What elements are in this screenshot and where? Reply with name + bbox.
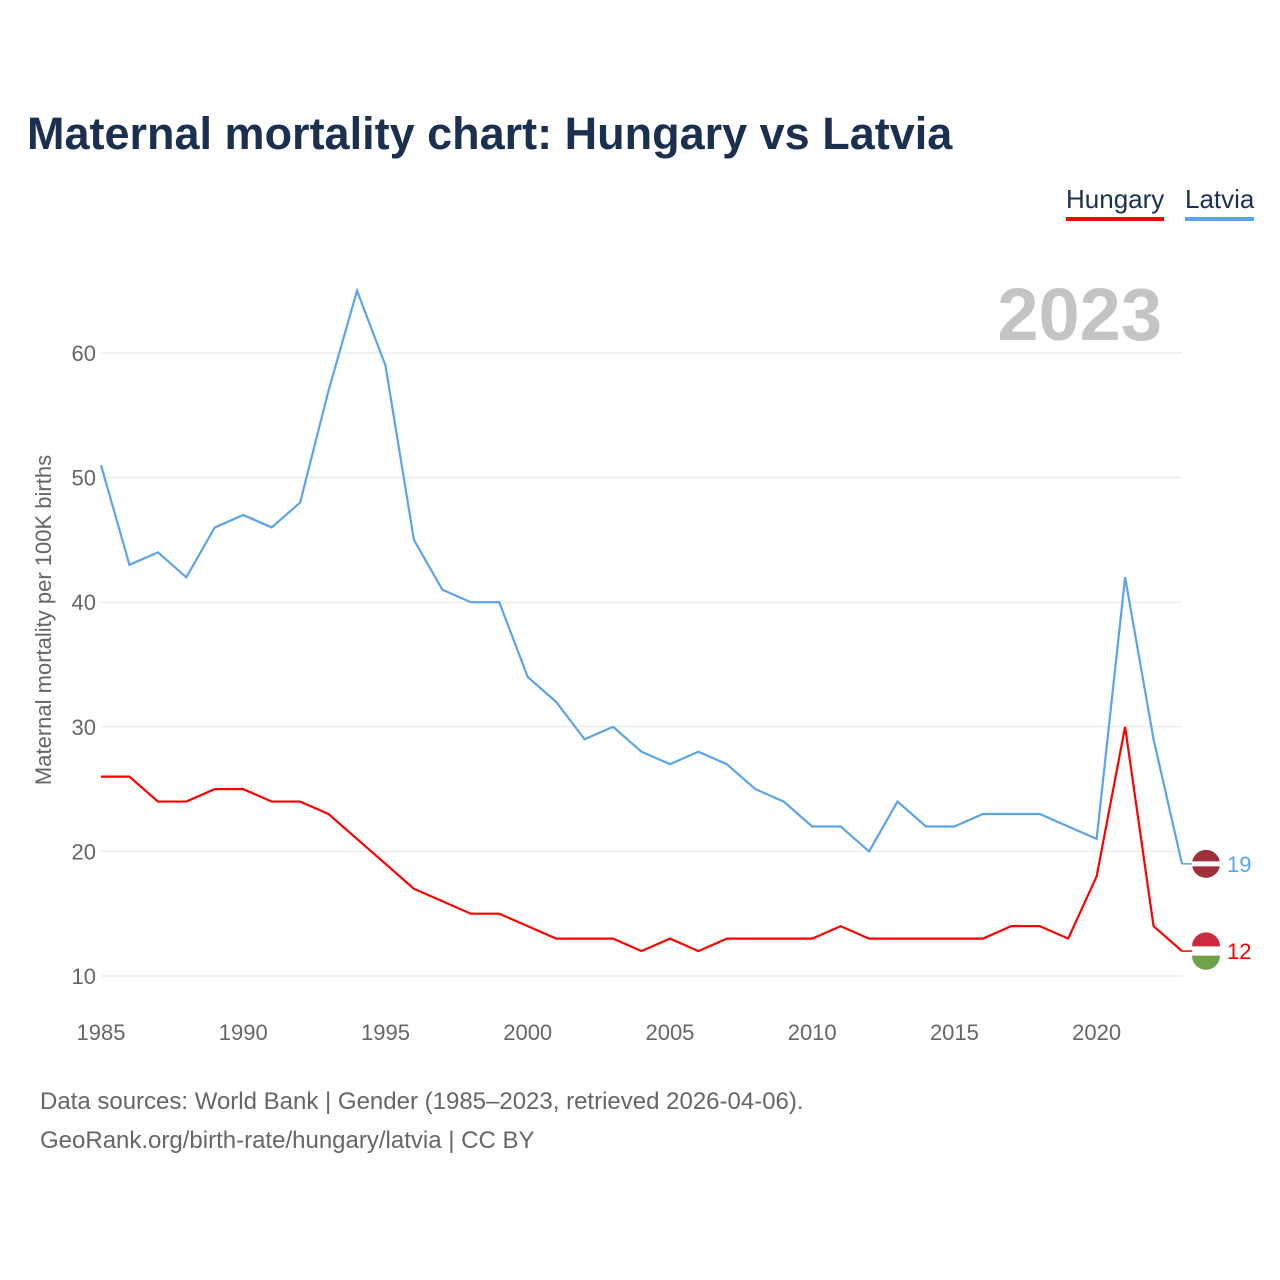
x-tick-label: 1995 <box>361 1020 410 1045</box>
series-line-hungary <box>101 726 1183 953</box>
y-tick-label: 10 <box>72 964 96 989</box>
x-tick-label: 1990 <box>219 1020 268 1045</box>
legend-latvia[interactable]: Latvia <box>1185 184 1255 221</box>
y-tick-label: 60 <box>72 341 96 366</box>
chart-title: Maternal mortality chart: Hungary vs Lat… <box>27 108 953 159</box>
x-tick-label: 2020 <box>1072 1020 1121 1045</box>
x-tick-label: 1985 <box>77 1020 126 1045</box>
y-tick-label: 40 <box>72 590 96 615</box>
end-value-label: 12 <box>1227 939 1251 964</box>
y-axis-label: Maternal mortality per 100K births <box>31 455 56 785</box>
end-value-label: 19 <box>1227 852 1251 877</box>
x-tick-label: 2005 <box>645 1020 694 1045</box>
flag-stripe-red <box>1192 932 1220 947</box>
y-tick-label: 30 <box>72 715 96 740</box>
flag-stripe-green <box>1192 955 1220 970</box>
x-tick-label: 2000 <box>503 1020 552 1045</box>
footer-url[interactable]: GeoRank.org/birth-rate/hungary/latvia | … <box>40 1127 535 1154</box>
x-tick-label: 2015 <box>930 1020 979 1045</box>
legend-hungary[interactable]: Hungary <box>1066 184 1165 221</box>
y-tick-label: 50 <box>72 466 96 491</box>
year-label: 2023 <box>997 273 1162 356</box>
series-line-latvia <box>99 287 1184 865</box>
y-tick-label: 20 <box>72 839 96 864</box>
flag-stripe-white <box>1192 946 1220 956</box>
x-tick-label: 2010 <box>788 1020 837 1045</box>
flag-stripe-white <box>1192 861 1220 867</box>
footer-sources: Data sources: World Bank | Gender (1985–… <box>40 1088 804 1115</box>
